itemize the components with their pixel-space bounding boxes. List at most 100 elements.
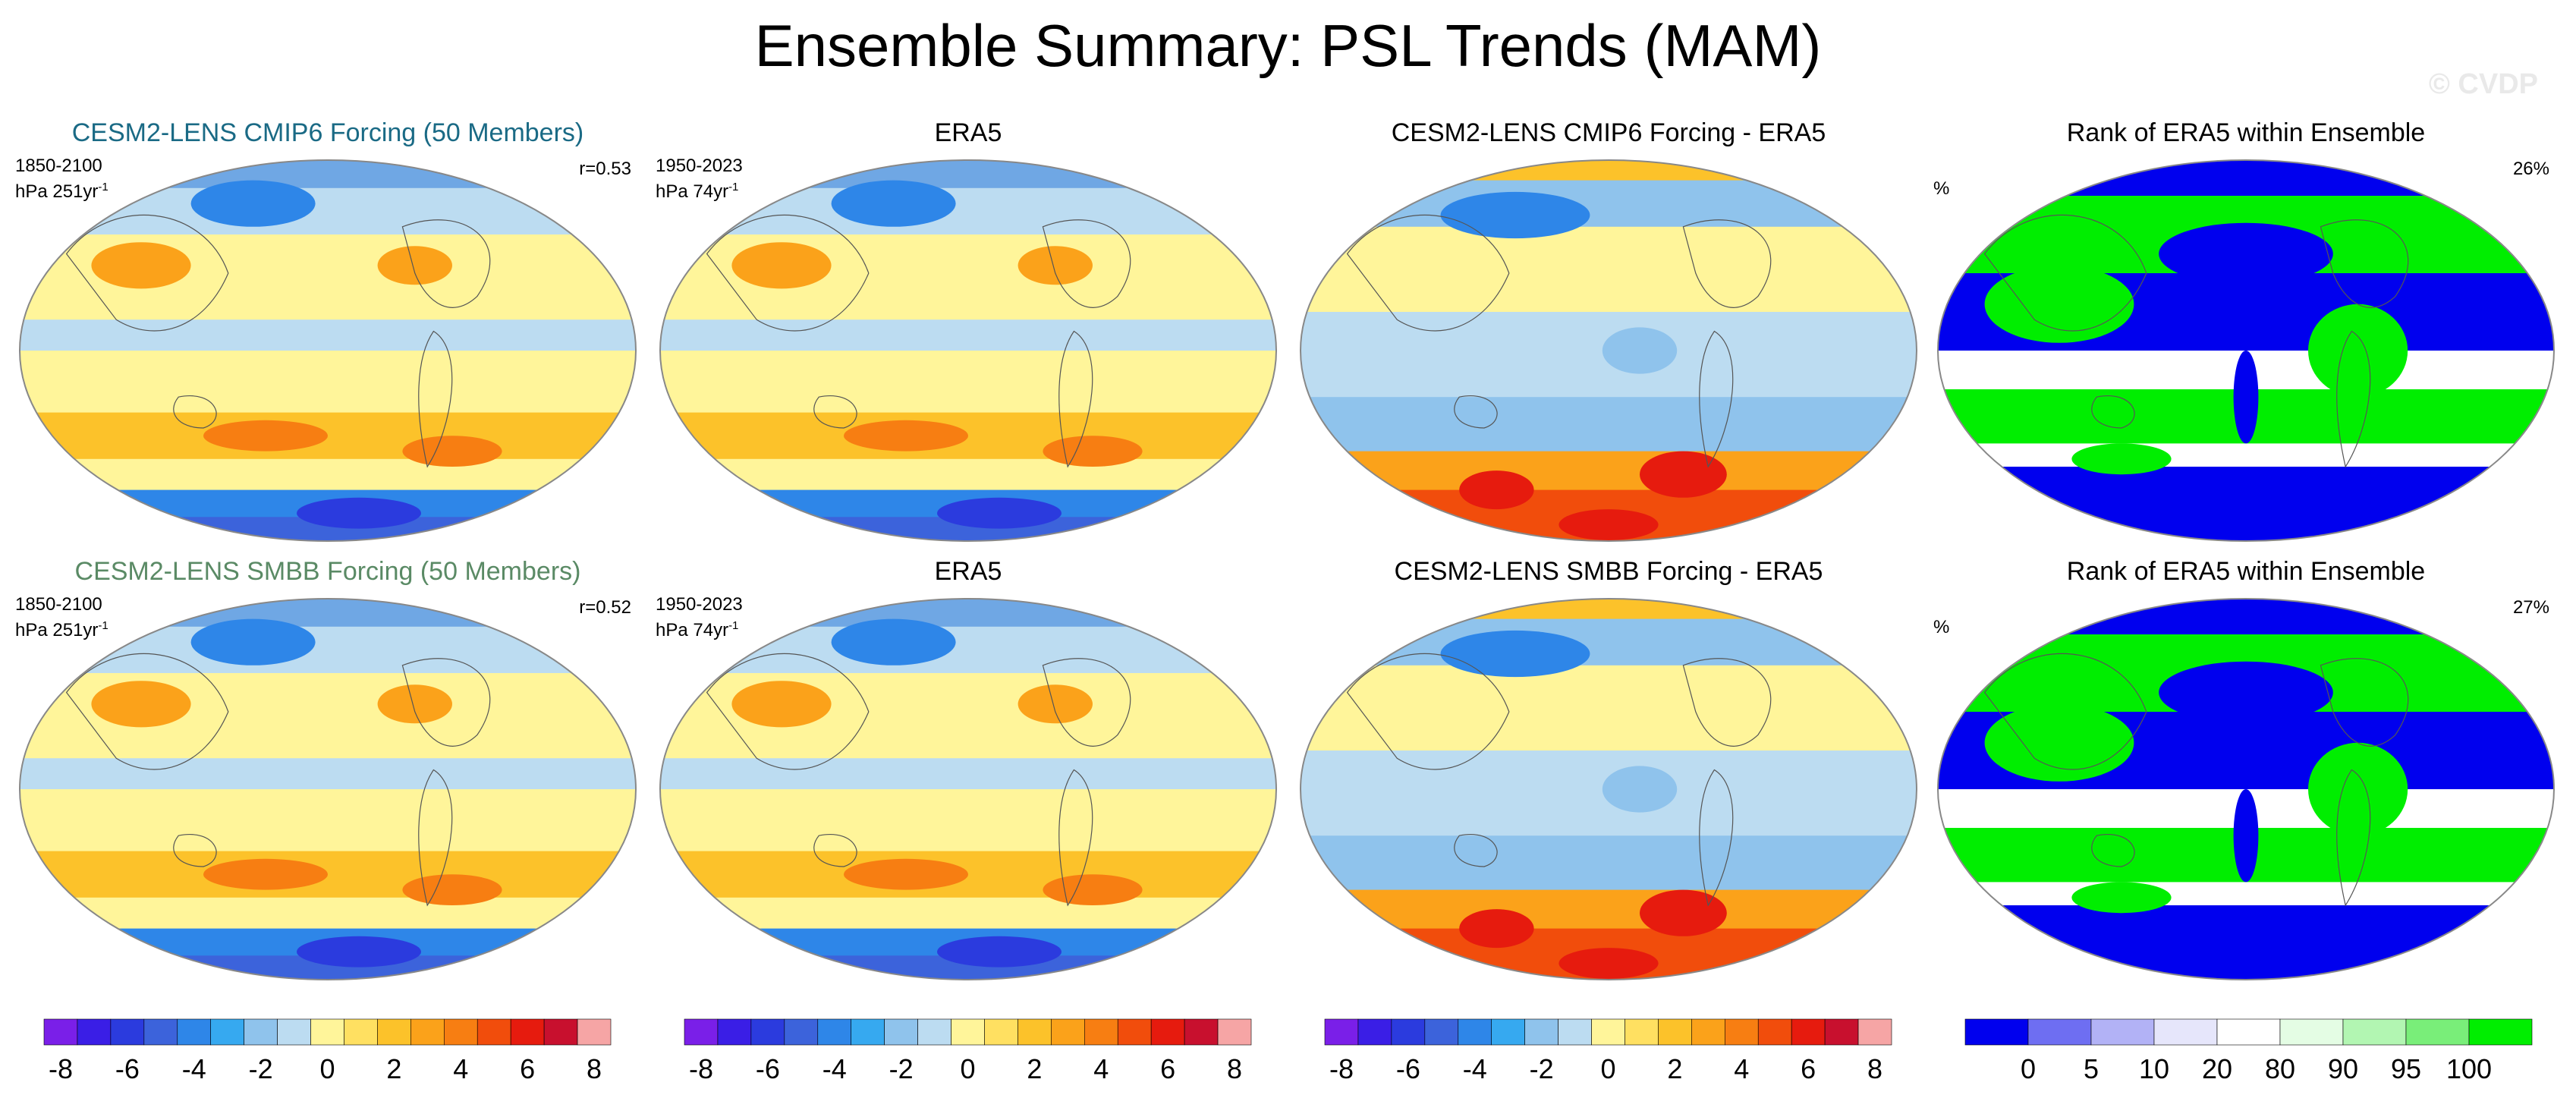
colorbar-box: [1724, 1018, 1759, 1046]
panel-title: Rank of ERA5 within Ensemble: [2066, 118, 2426, 147]
field-feature: [2071, 443, 2172, 475]
colorbar-tick-label: 95: [2391, 1053, 2421, 1084]
map-border: [1300, 598, 1917, 980]
colorbar-4: 0 5 10 20 80 90 95 100: [1964, 1018, 2533, 1084]
colorbar-box: [510, 1018, 545, 1046]
field-band: [660, 412, 1276, 460]
colorbar-box: [984, 1018, 1018, 1046]
colorbar-box: [1051, 1018, 1085, 1046]
panel-left-label: %: [1933, 617, 1950, 637]
colorbar-tick-label: 10: [2139, 1053, 2169, 1084]
colorbar-2: -8 -6 -4 -2 0 2 4 6 8: [684, 1018, 1252, 1084]
panel-title: CESM2-LENS CMIP6 Forcing - ERA5: [1391, 118, 1826, 147]
colorbar-box: [43, 1018, 78, 1046]
field-feature: [1558, 509, 1659, 540]
colorbar-box: [1691, 1018, 1725, 1046]
field-feature: [2159, 222, 2333, 285]
colorbar-box: [244, 1018, 278, 1046]
figure-title: Ensemble Summary: PSL Trends (MAM): [754, 12, 1822, 79]
field-band: [1938, 160, 2554, 197]
colorbar-tick-label: 90: [2328, 1053, 2358, 1084]
coastline: [1983, 214, 2409, 468]
field-band: [660, 851, 1276, 898]
field-feature: [402, 436, 502, 467]
colorbar-box: [717, 1018, 752, 1046]
field-band: [1938, 467, 2554, 541]
field-feature: [203, 858, 328, 890]
colorbar-tick-label: 0: [319, 1053, 335, 1084]
field-feature: [297, 936, 421, 968]
colorbar-box: [410, 1018, 445, 1046]
field-band: [20, 458, 636, 491]
field-feature: [2233, 789, 2259, 883]
field-feature: [1018, 246, 1093, 285]
coastline: [65, 653, 491, 907]
field-feature: [1459, 909, 1534, 949]
map-border: [19, 159, 637, 542]
colorbar-tick-label: -8: [689, 1053, 713, 1084]
colorbar-tick-label: 2: [1027, 1053, 1042, 1084]
colorbar-box: [851, 1018, 885, 1046]
field-band: [1301, 180, 1917, 228]
field-band: [1301, 618, 1917, 666]
field-band: [20, 897, 636, 930]
field-feature: [190, 180, 316, 227]
field-feature: [2233, 351, 2259, 444]
field-feature: [1984, 703, 2134, 782]
colorbar-tick-label: -6: [115, 1053, 140, 1084]
panel-right-label: 27%: [2512, 597, 2549, 618]
panel-title: CESM2-LENS SMBB Forcing - ERA5: [1394, 557, 1823, 586]
field-feature: [1459, 470, 1534, 510]
colorbar-tick-label: 6: [520, 1053, 535, 1084]
panel-left-label: 1850-2100 hPa 251yr-1: [15, 156, 109, 202]
colorbar-box: [917, 1018, 951, 1046]
colorbar-tick-label: -4: [822, 1053, 847, 1084]
field-feature: [1984, 265, 2134, 343]
field-band: [660, 160, 1276, 189]
colorbar-tick-label: 80: [2265, 1053, 2295, 1084]
colorbar-1: -8 -6 -4 -2 0 2 4 6 8: [43, 1018, 612, 1084]
coastline: [1346, 653, 1772, 907]
colorbar-box: [1324, 1018, 1359, 1046]
colorbar-tick-label: -4: [182, 1053, 206, 1084]
map-trend-r1c1: [19, 159, 637, 542]
colorbar-box: [1757, 1018, 1792, 1046]
colorbar-tick-label: -2: [1530, 1053, 1554, 1084]
colorbar-box: [784, 1018, 819, 1046]
coastline: [706, 653, 1131, 907]
field-band: [660, 789, 1276, 852]
field-feature: [1043, 436, 1143, 467]
colorbar-box: [1558, 1018, 1592, 1046]
colorbar-box: [377, 1018, 411, 1046]
colorbar-box: [1658, 1018, 1692, 1046]
field-feature: [1558, 948, 1659, 979]
colorbar-box: [2216, 1018, 2281, 1046]
field-band: [660, 626, 1276, 674]
field-feature: [731, 242, 832, 289]
colorbar-box: [2279, 1018, 2344, 1046]
colorbar-box: [1458, 1018, 1492, 1046]
colorbar-tick-label: 8: [1867, 1053, 1882, 1084]
colorbar-tick-label: -6: [756, 1053, 780, 1084]
map-border: [1937, 159, 2555, 542]
colorbar-box: [1018, 1018, 1052, 1046]
field-band: [1301, 397, 1917, 452]
colorbar-3: -8 -6 -4 -2 0 2 4 6 8: [1324, 1018, 1892, 1084]
panel-right-label: r=0.53: [579, 159, 631, 179]
colorbar-tick-label: 2: [1667, 1053, 1682, 1084]
field-band: [20, 187, 636, 235]
panel-left-label: %: [1933, 178, 1950, 199]
colorbar-tick-label: -2: [889, 1053, 914, 1084]
field-feature: [844, 858, 968, 890]
field-band: [660, 319, 1276, 351]
panel-right-label: r=0.52: [579, 597, 631, 618]
field-band: [660, 599, 1276, 628]
colorbar-box: [177, 1018, 212, 1046]
field-feature: [844, 420, 968, 452]
field-feature: [831, 618, 956, 665]
field-band: [20, 599, 636, 628]
field-band: [20, 626, 636, 674]
map-trend-r1c2: [659, 159, 1277, 542]
field-feature: [377, 246, 452, 285]
field-band: [660, 351, 1276, 414]
